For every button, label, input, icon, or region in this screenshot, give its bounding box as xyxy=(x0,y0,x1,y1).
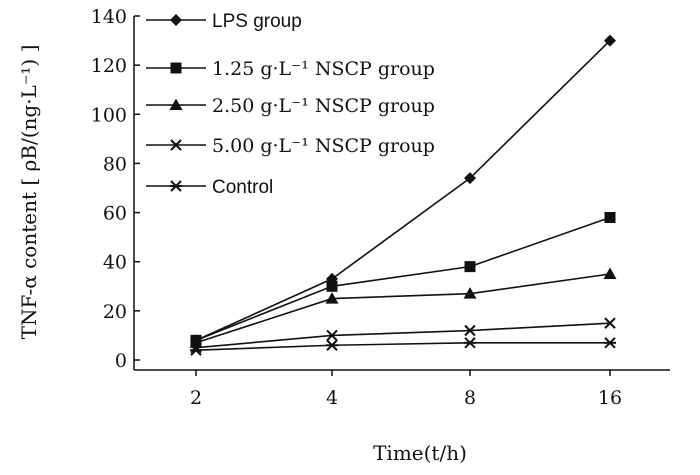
series-3-point-4 xyxy=(603,267,617,279)
series-5-point-2 xyxy=(326,339,338,351)
series-5-point-4 xyxy=(604,337,616,349)
series-4-point-4 xyxy=(604,317,616,329)
x-ticks: 2 4 8 16 xyxy=(190,370,622,409)
legend-marker xyxy=(170,62,182,74)
series-line-2 xyxy=(195,216,611,342)
series-5-point-1 xyxy=(190,344,202,356)
legend-label: 1.25 g·L⁻¹ NSCP group xyxy=(212,58,435,80)
legend-label: 2.50 g·L⁻¹ NSCP group xyxy=(212,95,435,117)
series-4-point-2 xyxy=(326,329,338,342)
y-tick-label: 140 xyxy=(91,6,127,28)
y-tick-label: 0 xyxy=(115,350,127,372)
x-tick-label: 4 xyxy=(326,387,338,409)
legend-label: LPS group xyxy=(212,11,302,32)
y-ticks: 0 20 40 60 80 100 120 140 xyxy=(91,6,140,372)
series-3-point-3 xyxy=(463,287,477,299)
series-layer xyxy=(189,34,617,356)
y-tick-label: 40 xyxy=(103,252,127,274)
legend: LPS group 1.25 g·L⁻¹ NSCP group 2.50 g·L⁻¹… xyxy=(146,11,435,198)
legend-label: Control xyxy=(212,177,273,198)
y-tick-label: 60 xyxy=(103,203,127,225)
series-1-point-4 xyxy=(604,34,616,47)
series-line-1 xyxy=(195,40,611,342)
series-line-4 xyxy=(195,322,611,349)
series-5-point-3 xyxy=(464,337,476,349)
y-tick-label: 80 xyxy=(103,153,127,175)
y-tick-label: 100 xyxy=(91,104,127,126)
y-tick-label: 120 xyxy=(91,55,127,77)
series-1-point-3 xyxy=(464,172,476,185)
legend-marker xyxy=(169,98,183,110)
series-4-point-3 xyxy=(464,324,476,337)
legend-marker xyxy=(170,139,182,151)
series-2-point-2 xyxy=(326,280,338,292)
series-3-point-2 xyxy=(325,292,339,304)
series-2-point-4 xyxy=(604,211,616,223)
legend-marker xyxy=(170,180,182,192)
legend-marker xyxy=(170,14,182,26)
x-tick-label: 16 xyxy=(598,387,622,409)
x-axis-title: Time(t/h) xyxy=(373,441,467,465)
x-tick-label: 2 xyxy=(190,387,202,409)
x-tick-label: 8 xyxy=(464,387,476,409)
series-line-3 xyxy=(195,273,611,344)
legend-label: 5.00 g·L⁻¹ NSCP group xyxy=(212,135,435,157)
series-line-5 xyxy=(195,341,610,351)
y-tick-label: 20 xyxy=(103,301,127,323)
y-axis-title: TNF-α content [ ρB/(ng·L⁻¹) ] xyxy=(17,45,41,340)
series-2-point-3 xyxy=(464,261,476,273)
